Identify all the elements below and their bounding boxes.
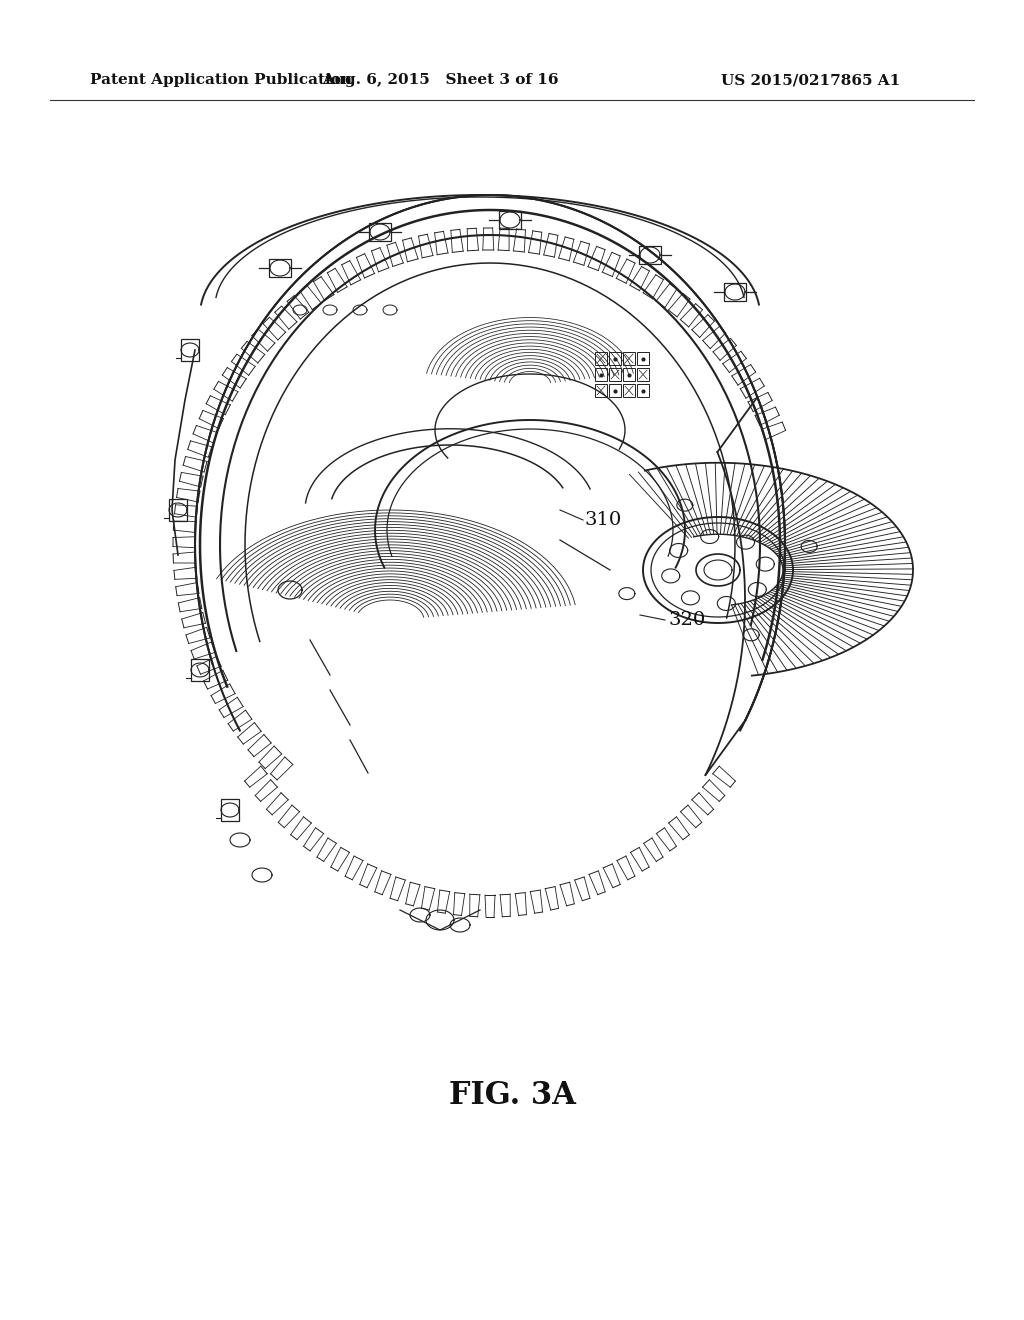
Text: FIG. 3A: FIG. 3A [449, 1080, 575, 1110]
Bar [595, 384, 607, 397]
Bar [623, 368, 635, 381]
Bar [724, 282, 746, 301]
Bar [623, 352, 635, 366]
Bar [221, 799, 239, 821]
Bar [637, 368, 649, 381]
Bar [269, 259, 291, 277]
Text: 320: 320 [668, 611, 706, 630]
Bar [369, 223, 391, 242]
Text: 310: 310 [585, 511, 623, 529]
Text: Patent Application Publication: Patent Application Publication [90, 73, 352, 87]
Bar [609, 368, 621, 381]
Bar [637, 352, 649, 366]
Bar [595, 352, 607, 366]
Bar [595, 368, 607, 381]
Bar [181, 339, 199, 360]
Bar [191, 659, 209, 681]
Bar [637, 384, 649, 397]
Bar [169, 499, 187, 521]
Bar [609, 384, 621, 397]
Bar [609, 352, 621, 366]
Bar [639, 246, 662, 264]
Text: US 2015/0217865 A1: US 2015/0217865 A1 [721, 73, 900, 87]
Bar [623, 384, 635, 397]
Text: Aug. 6, 2015   Sheet 3 of 16: Aug. 6, 2015 Sheet 3 of 16 [322, 73, 558, 87]
Bar [499, 211, 521, 228]
